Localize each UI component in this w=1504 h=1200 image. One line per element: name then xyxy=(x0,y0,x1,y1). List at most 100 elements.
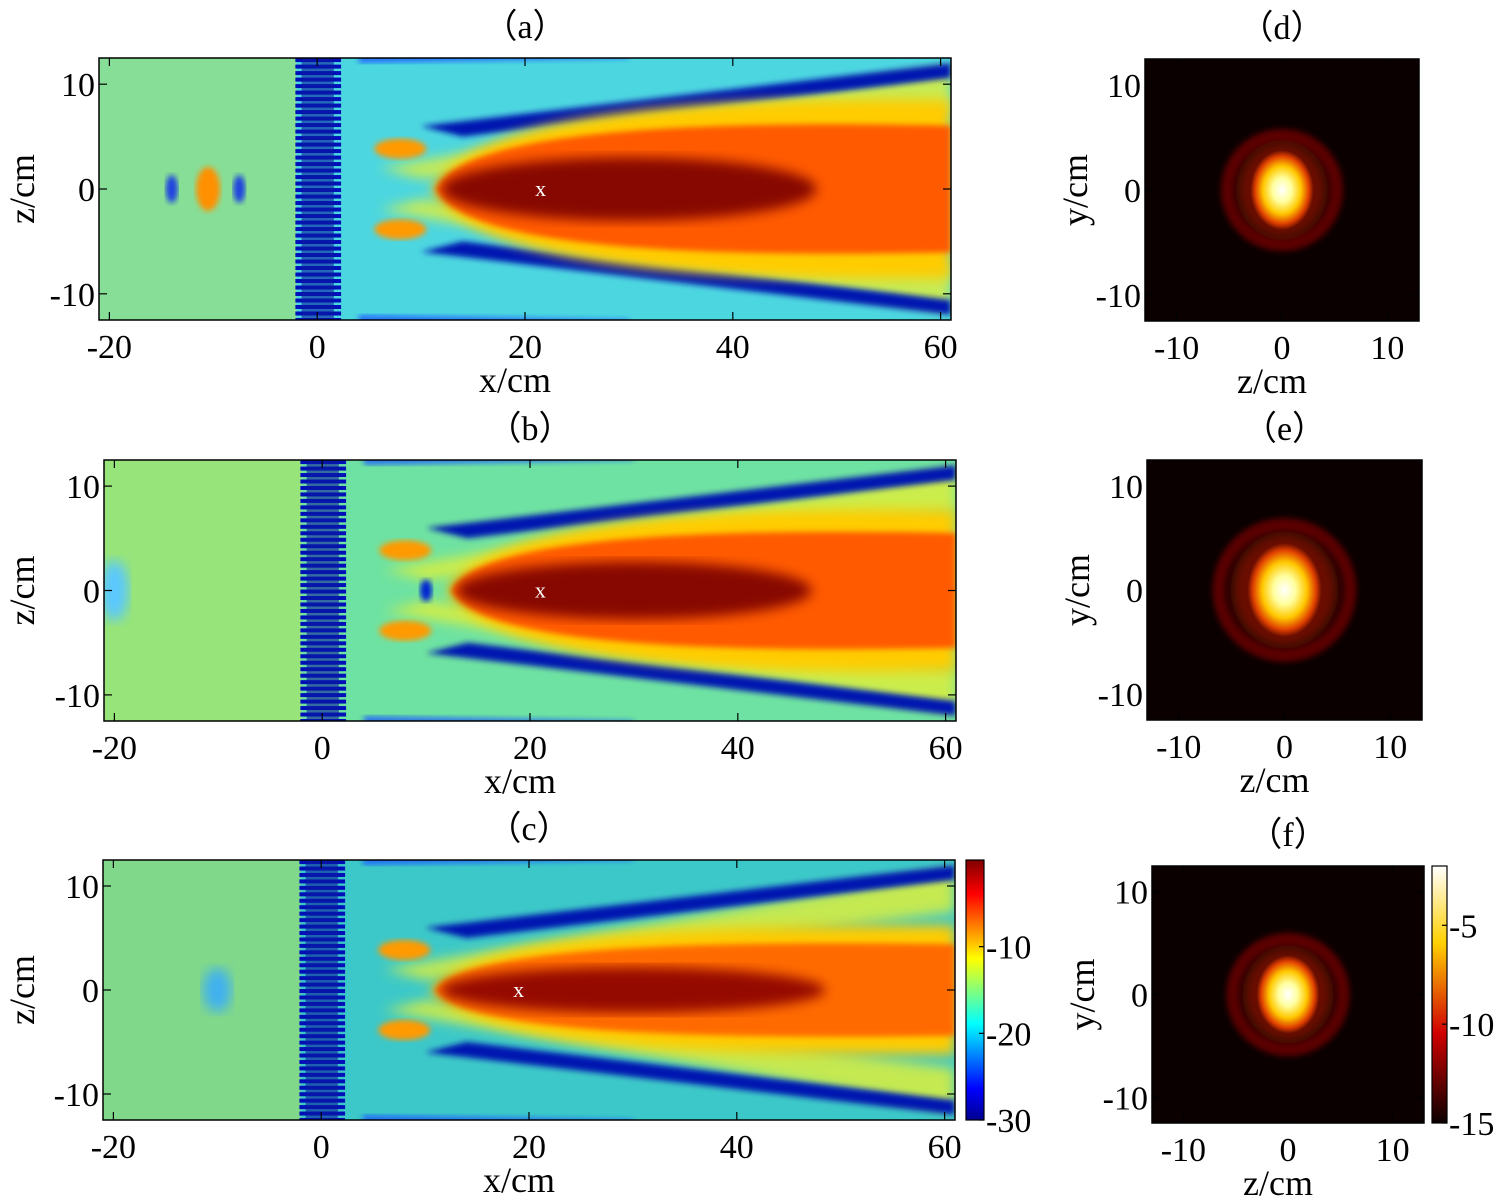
panel-title: （f） xyxy=(1248,816,1327,854)
y-tick-label: 0 xyxy=(82,973,99,1010)
x-axis-label: x/cm xyxy=(484,761,556,801)
field-e xyxy=(1147,460,1422,720)
field-a xyxy=(99,58,951,320)
colorbar-tick-label: -30 xyxy=(986,1103,1031,1140)
y-tick-label: -10 xyxy=(55,678,100,715)
x-axis-label: x/cm xyxy=(479,360,551,400)
side-ring xyxy=(1220,128,1344,252)
focal-null xyxy=(420,579,433,602)
x-tick-label: -10 xyxy=(1161,1132,1206,1169)
x-tick-label: -10 xyxy=(1154,330,1199,367)
beam-peak xyxy=(456,561,812,620)
null-band-1 xyxy=(426,642,956,716)
field-f xyxy=(1152,866,1424,1123)
null-band-0 xyxy=(426,465,956,539)
y-axis-label: z/cm xyxy=(2,556,42,626)
x-axis-label: z/cm xyxy=(1243,1163,1313,1200)
edge-band-0 xyxy=(363,460,634,466)
y-axis-label: y/cm xyxy=(1055,154,1095,226)
focal-spot xyxy=(1247,543,1322,637)
panel-d: -10 0 10 10 0 -10 z/cm y/cm （d） xyxy=(1055,9,1420,401)
null-band-0 xyxy=(425,865,955,938)
panel-title: （c） xyxy=(487,810,570,848)
panel-title: （a） xyxy=(483,8,566,46)
y-tick-label: -10 xyxy=(1098,677,1143,714)
edge-band-0 xyxy=(358,58,629,64)
x-tick-label: 60 xyxy=(928,1129,962,1166)
y-tick-label: 0 xyxy=(1124,173,1141,210)
null-band-0 xyxy=(421,63,951,137)
y-axis-label: z/cm xyxy=(2,955,42,1025)
beam-peak xyxy=(440,967,826,1013)
focal-spot xyxy=(1256,955,1320,1034)
y-axis-label: y/cm xyxy=(1062,959,1102,1031)
x-tick-label: 20 xyxy=(508,329,542,366)
y-tick-label: -10 xyxy=(54,1077,99,1114)
y-tick-label: -10 xyxy=(50,277,95,314)
x-tick-label: 0 xyxy=(1280,1132,1297,1169)
y-tick-label: 0 xyxy=(83,574,100,611)
colorbar: -10 -20 -30 xyxy=(965,859,1031,1140)
y-tick-label: 10 xyxy=(65,869,99,906)
x-tick-label: 10 xyxy=(1370,330,1404,367)
y-axis-label: y/cm xyxy=(1057,554,1097,626)
x-tick-label: -20 xyxy=(87,329,132,366)
near-lobe-1 xyxy=(379,620,432,641)
x-axis-label: x/cm xyxy=(483,1160,555,1200)
panel-e: -10 0 10 10 0 -10 z/cm y/cm （e） xyxy=(1057,410,1423,800)
null-band-1 xyxy=(425,1042,955,1115)
x-tick-label: 40 xyxy=(716,329,750,366)
beam-peak xyxy=(441,157,817,221)
y-tick-label: -10 xyxy=(1096,278,1141,315)
x-tick-label: 10 xyxy=(1376,1132,1410,1169)
aperture-array xyxy=(300,460,347,721)
aperture-array xyxy=(299,860,346,1120)
panel-title: （d） xyxy=(1240,9,1325,47)
colorbar: -5 -10 -15 xyxy=(1431,865,1494,1143)
null-band-1 xyxy=(421,241,951,315)
y-tick-label: 10 xyxy=(66,469,100,506)
x-tick-label: 60 xyxy=(924,329,958,366)
upstream-null xyxy=(233,175,246,203)
y-tick-label: -10 xyxy=(1103,1080,1148,1117)
field-d xyxy=(1145,59,1419,321)
aperture-core xyxy=(301,58,334,320)
edge-band-1 xyxy=(362,1114,633,1120)
x-tick-label: -20 xyxy=(91,1129,136,1166)
panel-title: （e） xyxy=(1243,410,1326,448)
near-lobe-0 xyxy=(379,540,432,561)
upstream-lobe xyxy=(196,167,221,211)
x-tick-label: 0 xyxy=(313,1129,330,1166)
colorbar-tick-label: -20 xyxy=(986,1016,1031,1053)
y-tick-label: 10 xyxy=(1107,68,1141,105)
near-lobe-1 xyxy=(374,219,427,240)
x-tick-label: -20 xyxy=(92,730,137,767)
panel-title: （b） xyxy=(488,410,573,448)
aperture-core xyxy=(305,860,338,1120)
panel-a: -20 0 20 40 60 10 0 -10 x/cm z/cm （a） x xyxy=(2,8,958,400)
colorbar-tick-label: -15 xyxy=(1449,1106,1494,1143)
side-ring xyxy=(1226,932,1350,1057)
x-axis-label: z/cm xyxy=(1240,760,1310,800)
near-lobe-0 xyxy=(378,939,431,960)
colorbar-tick-label: -10 xyxy=(986,930,1031,967)
side-ring xyxy=(1212,518,1357,662)
edge-band-0 xyxy=(362,860,633,866)
x-tick-label: 40 xyxy=(721,730,755,767)
colorbar-tick-label: -5 xyxy=(1449,908,1477,945)
field-b xyxy=(104,460,956,721)
x-tick-label: 10 xyxy=(1373,729,1407,766)
edge-band-1 xyxy=(363,715,634,721)
panel-c: -20 0 20 40 60 10 0 -10 x/cm z/cm （c） x -10 -20 -30 xyxy=(2,810,1031,1200)
field-c xyxy=(103,860,955,1120)
focal-spot xyxy=(1250,150,1314,230)
focus-marker: x xyxy=(535,176,546,201)
y-tick-label: 0 xyxy=(1131,978,1148,1015)
y-axis-label: z/cm xyxy=(2,154,42,224)
colorbar-scale xyxy=(1431,865,1448,1124)
upstream-region xyxy=(103,860,301,1120)
focus-marker: x xyxy=(535,578,546,603)
x-tick-label: 0 xyxy=(1274,330,1291,367)
panel-f: -10 0 10 10 0 -10 z/cm y/cm （f） -5 -10 -15 xyxy=(1062,816,1494,1200)
